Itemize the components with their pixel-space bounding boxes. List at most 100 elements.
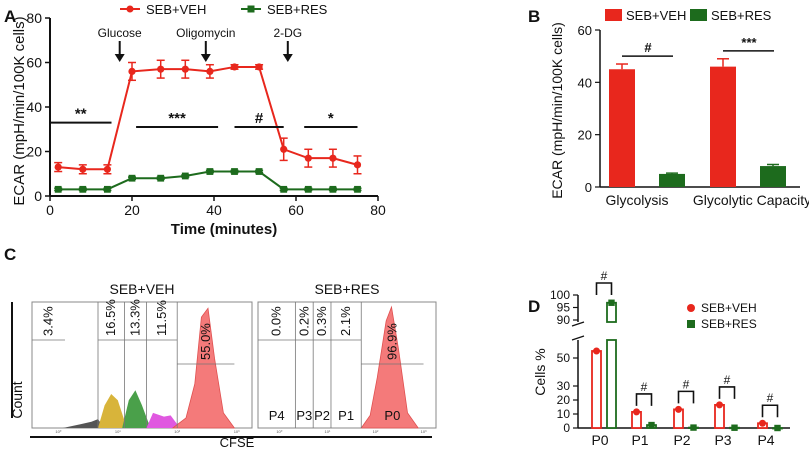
a-point-veh [230,63,239,71]
c-axis-tick-label: 10² [174,429,180,434]
c-hist-peak-p3 [98,393,125,428]
c-count-label: Count [9,381,25,418]
b-legend-label: SEB+RES [711,8,772,23]
panel-label-b: B [528,7,540,26]
c-axis-tick-label: 10⁰ [276,429,282,434]
b-category-label: Glycolytic Capacity [693,192,809,208]
a-x-tick-label: 40 [206,202,222,218]
d-category-label: P0 [591,432,608,448]
b-y-tick-label: 20 [578,128,592,143]
c-axis-tick-label: 10³ [234,429,240,434]
b-bar-veh [609,69,635,187]
a-point-veh [128,67,136,75]
panel-label-a: A [4,7,16,26]
a-x-tick-label: 0 [46,202,54,218]
c-hist-peak-p4 [62,419,103,428]
c-gate-percent: 16.5% [103,299,118,336]
d-significance-bracket [595,282,613,295]
d-category-label: P4 [757,432,774,448]
d-y-tick-label: 50 [557,351,571,365]
d-significance-bracket [635,393,653,406]
c-axis-tick-label: 10² [373,429,379,434]
a-point-res [354,185,361,193]
d-significance-label: # [601,269,608,283]
c-gate-name: P2 [314,408,330,423]
d-category-label: P2 [673,432,690,448]
c-gate-percent: 0.0% [269,306,284,336]
a-point-veh [79,165,87,173]
a-point-veh [103,165,111,173]
d-legend-marker-res [687,320,695,328]
d-bar-res-lower [606,339,617,429]
d-y-axis-label: Cells % [532,348,548,395]
a-point-res [104,185,111,193]
a-significance-label: * [328,110,334,127]
a-point-res [54,185,62,193]
d-legend-label: SEB+VEH [701,301,757,315]
d-y-tick-label: 0 [563,421,570,435]
b-legend-label: SEB+VEH [626,8,686,23]
d-significance-bracket [718,386,736,399]
a-point-res [280,185,288,193]
c-axis-tick-label: 10⁰ [55,429,61,434]
c-gate-percent: 2.1% [338,306,353,336]
a-injection-arrow-head [282,54,293,62]
b-y-tick-label: 60 [578,23,592,38]
a-y-tick-label: 40 [26,99,42,115]
c-hist-peak-p0 [360,305,419,429]
a-point-res [329,185,337,193]
a-point-veh [329,154,337,162]
d-point-res [608,299,615,306]
c-gate-percent: 13.3% [127,299,142,336]
b-legend-swatch [605,9,622,21]
a-legend-marker-res [247,5,255,13]
d-y-tick-label: 20 [557,393,571,407]
chart-b-glycolysis-bars: 0 20 40 60 ECAR (mpH/min/100K cells) Glycolys… [549,8,809,208]
d-point-res [690,424,697,431]
d-point-res [731,424,738,431]
c-gate-percent: 0.3% [314,306,329,336]
a-point-veh [157,65,165,73]
b-bar-res [659,173,685,187]
d-significance-label: # [683,377,690,391]
b-y-axis-label: ECAR (mpH/min/100K cells) [549,22,565,199]
a-point-veh [181,65,189,73]
a-significance-label: *** [168,110,186,127]
d-category-label: P1 [631,432,648,448]
d-point-res [648,421,655,429]
panel-label-c: C [4,245,16,264]
c-axis-tick-label: 10³ [421,429,427,434]
c-hist-peak-p1 [146,412,178,428]
d-y-tick-label: 100 [550,288,570,302]
a-point-res [128,174,136,182]
d-y-tick-label: 10 [557,407,571,421]
c-gate-name: P0 [384,408,400,423]
d-significance-bracket [761,404,779,418]
a-injection-label: Glucose [98,26,142,40]
a-x-tick-label: 20 [124,202,140,218]
a-y-tick-label: 80 [26,10,42,26]
b-y-tick-label: 0 [585,180,592,195]
d-point-veh [593,347,600,355]
c-gate-name: P3 [296,408,312,423]
a-point-veh [280,145,288,153]
a-y-axis-label: ECAR (mpH/min/100K cells) [11,16,28,205]
a-x-tick-label: 60 [288,202,304,218]
a-point-res [255,168,263,175]
b-significance-label: *** [741,35,757,50]
a-y-tick-label: 60 [26,55,42,71]
a-significance-label: ** [75,106,87,123]
a-series-line-veh [58,65,358,171]
d-y-tick-label: 95 [557,301,571,315]
d-bar-veh [591,350,602,429]
b-significance-label: # [644,40,652,55]
d-point-veh [633,408,640,416]
b-category-label: Glycolysis [605,192,668,208]
a-legend-label: SEB+RES [267,2,328,17]
c-gate-name: P4 [269,408,285,423]
a-legend-marker-veh [126,5,134,13]
panel-label-d: D [528,297,540,316]
chart-c-cfse-histograms: Count CFSE SEB+VEH 3.4% 16.5% 13.3% 11.5% 55.0%… [9,281,437,450]
d-axis-break-mark [571,335,585,341]
